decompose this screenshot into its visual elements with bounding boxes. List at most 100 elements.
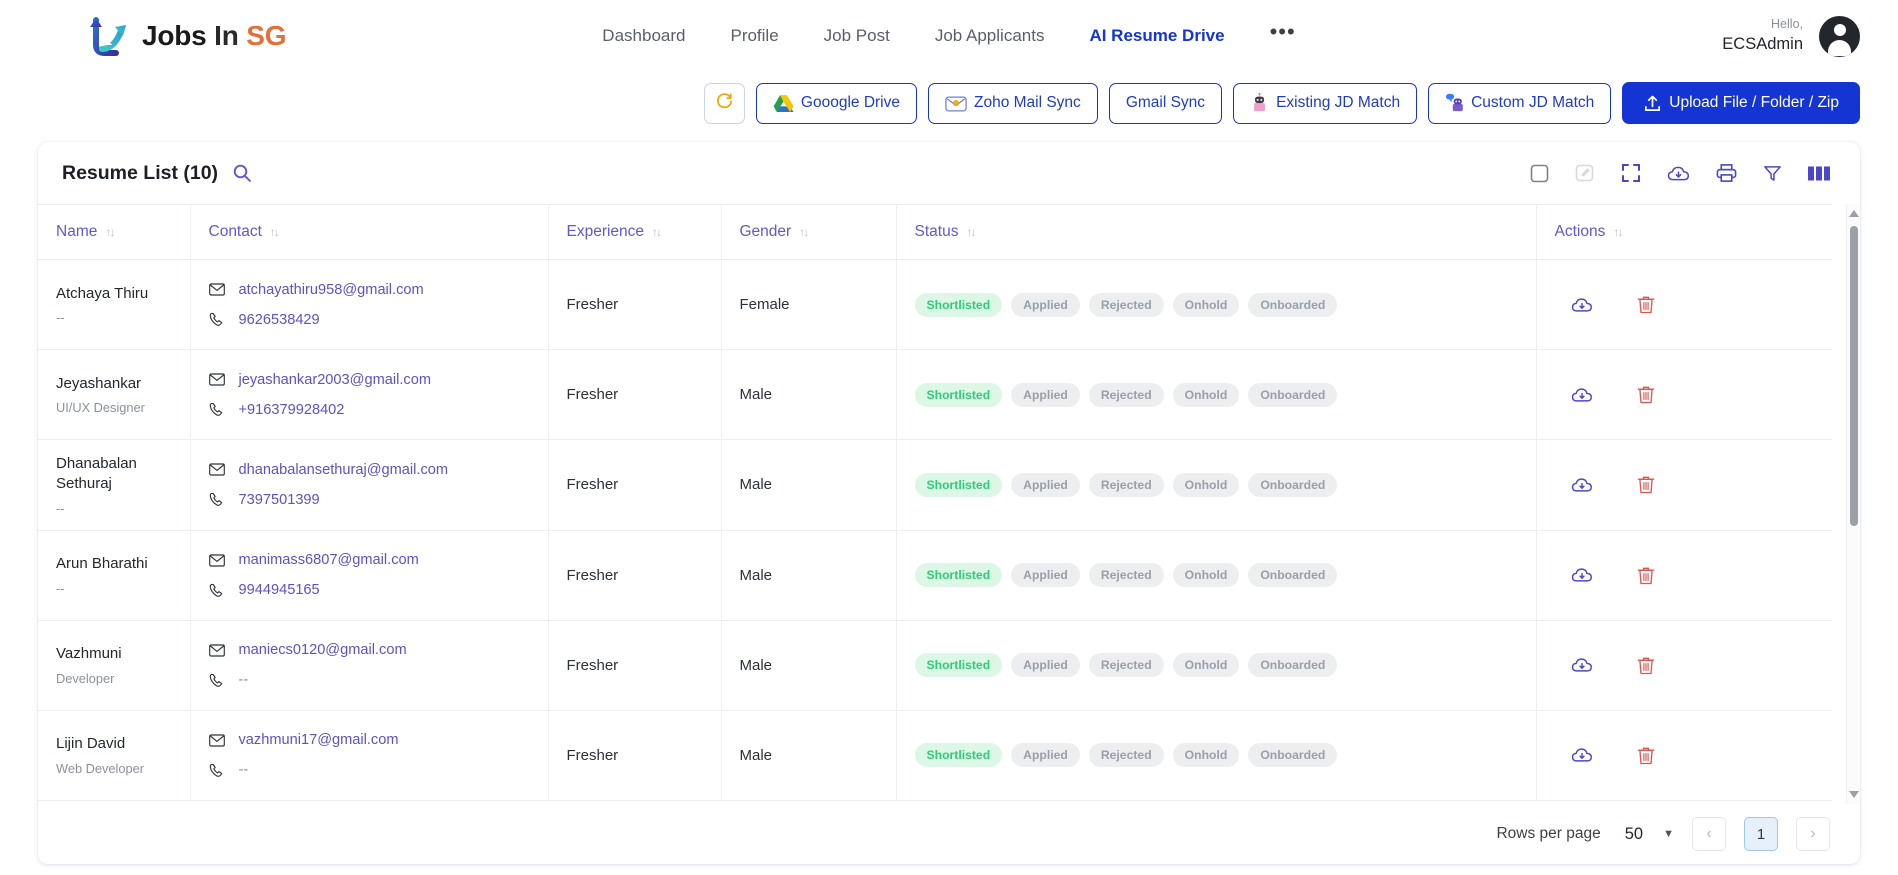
contact-email-row[interactable]: maniecs0120@gmail.com (208, 642, 530, 658)
column-header-gender[interactable]: Gender ↑↓ (721, 204, 897, 260)
cloud-download-icon[interactable] (1571, 566, 1593, 584)
status-badge-onboarded[interactable]: Onboarded (1248, 563, 1338, 587)
status-badge-onhold[interactable]: Onhold (1172, 743, 1240, 767)
contact-email-row[interactable]: dhanabalansethuraj@gmail.com (208, 461, 530, 478)
delete-icon[interactable] (1637, 656, 1655, 675)
column-header-actions[interactable]: Actions ↑↓ (1536, 204, 1832, 260)
delete-icon[interactable] (1637, 746, 1655, 765)
contact-email-row[interactable]: manimass6807@gmail.com (208, 552, 530, 568)
cloud-download-icon[interactable] (1571, 476, 1593, 494)
filter-icon[interactable] (1763, 164, 1782, 183)
status-badge-rejected[interactable]: Rejected (1088, 653, 1164, 677)
candidate-email[interactable]: jeyashankar2003@gmail.com (238, 371, 431, 388)
column-header-name[interactable]: Name ↑↓ (38, 204, 191, 260)
status-badge-onboarded[interactable]: Onboarded (1248, 292, 1338, 317)
status-badge-applied[interactable]: Applied (1011, 563, 1080, 587)
print-icon[interactable] (1716, 163, 1737, 183)
contact-phone-row[interactable]: -- (209, 762, 530, 778)
user-avatar-icon[interactable] (1819, 15, 1860, 57)
candidate-email[interactable]: manimass6807@gmail.com (238, 552, 419, 568)
status-badge-onboarded[interactable]: Onboarded (1248, 653, 1338, 677)
column-header-contact[interactable]: Contact ↑↓ (190, 204, 549, 260)
status-badge-rejected[interactable]: Rejected (1088, 292, 1164, 317)
contact-phone-row[interactable]: -- (209, 672, 530, 688)
nav-item-job-post[interactable]: Job Post (823, 26, 890, 45)
status-badge-rejected[interactable]: Rejected (1088, 382, 1164, 407)
cloud-download-icon[interactable] (1667, 164, 1690, 183)
nav-item-job-applicants[interactable]: Job Applicants (934, 26, 1045, 45)
nav-item-profile[interactable]: Profile (730, 26, 779, 45)
candidate-email[interactable]: dhanabalansethuraj@gmail.com (238, 461, 449, 478)
candidate-phone[interactable]: +916379928402 (238, 401, 345, 418)
status-badge-onhold[interactable]: Onhold (1172, 292, 1240, 317)
checkbox-icon[interactable] (1530, 164, 1549, 183)
cloud-download-icon[interactable] (1571, 656, 1593, 674)
status-badge-shortlisted[interactable]: Shortlisted (914, 563, 1003, 587)
chevron-down-icon[interactable]: ▼ (1663, 828, 1674, 840)
column-header-experience[interactable]: Experience ↑↓ (548, 204, 722, 260)
zoho-mail-sync-button[interactable]: Zoho Mail Sync (927, 82, 1098, 124)
status-badge-applied[interactable]: Applied (1011, 292, 1080, 317)
page-button-1[interactable]: 1 (1744, 817, 1778, 851)
table-row[interactable]: Vazhmuni Developer maniecs0120@gmail.com --… (38, 620, 1832, 711)
column-header-status[interactable]: Status ↑↓ (896, 204, 1537, 260)
fullscreen-icon[interactable] (1621, 163, 1641, 183)
status-badge-onboarded[interactable]: Onboarded (1248, 743, 1338, 767)
candidate-email[interactable]: vazhmuni17@gmail.com (238, 732, 399, 748)
next-page-button[interactable]: › (1796, 817, 1830, 851)
scrollbar-thumb[interactable] (1850, 226, 1858, 526)
table-row[interactable]: Jeyashankar UI/UX Designer jeyashankar2003… (38, 349, 1832, 440)
status-badge-onhold[interactable]: Onhold (1172, 563, 1240, 587)
edit-icon[interactable] (1575, 163, 1595, 183)
candidate-email[interactable]: atchayathiru958@gmail.com (238, 281, 424, 298)
status-badge-rejected[interactable]: Rejected (1088, 743, 1164, 767)
status-badge-applied[interactable]: Applied (1011, 472, 1080, 497)
status-badge-rejected[interactable]: Rejected (1088, 472, 1164, 497)
status-badge-shortlisted[interactable]: Shortlisted (914, 292, 1003, 317)
rows-per-page-value[interactable]: 50 (1624, 824, 1644, 843)
candidate-email[interactable]: maniecs0120@gmail.com (238, 642, 407, 658)
scroll-down-arrow-icon[interactable] (1849, 791, 1859, 798)
existing-jd-match-button[interactable]: Existing JD Match (1233, 82, 1418, 124)
vertical-scrollbar[interactable] (1846, 204, 1860, 804)
nav-item-dashboard[interactable]: Dashboard (602, 26, 686, 45)
contact-phone-row[interactable]: 9944945165 (209, 582, 530, 598)
status-badge-onhold[interactable]: Onhold (1172, 382, 1240, 407)
status-badge-shortlisted[interactable]: Shortlisted (914, 743, 1003, 767)
table-row[interactable]: Lijin David Web Developer vazhmuni17@gmail… (38, 710, 1832, 801)
columns-icon[interactable] (1808, 165, 1830, 182)
delete-icon[interactable] (1637, 385, 1655, 404)
candidate-phone[interactable]: 9944945165 (238, 582, 320, 598)
nav-more-icon[interactable]: ••• (1269, 19, 1296, 44)
prev-page-button[interactable]: ‹ (1692, 817, 1726, 851)
contact-phone-row[interactable]: 7397501399 (209, 492, 530, 508)
refresh-button[interactable] (703, 82, 745, 124)
candidate-phone[interactable]: 9626538429 (238, 311, 320, 328)
cloud-download-icon[interactable] (1571, 746, 1593, 764)
custom-jd-match-button[interactable]: Custom JD Match (1428, 82, 1612, 124)
status-badge-applied[interactable]: Applied (1011, 653, 1080, 677)
delete-icon[interactable] (1637, 475, 1655, 494)
upload-file-folder-zip-button[interactable]: Upload File / Folder / Zip (1622, 82, 1860, 124)
candidate-phone[interactable]: -- (238, 762, 249, 778)
contact-phone-row[interactable]: +916379928402 (209, 402, 530, 418)
contact-phone-row[interactable]: 9626538429 (209, 312, 530, 328)
status-badge-shortlisted[interactable]: Shortlisted (914, 382, 1003, 407)
delete-icon[interactable] (1637, 566, 1655, 585)
status-badge-rejected[interactable]: Rejected (1088, 563, 1164, 587)
status-badge-applied[interactable]: Applied (1011, 743, 1080, 767)
brand-logo-block[interactable]: Jobs In SG (86, 15, 286, 57)
cloud-download-icon[interactable] (1571, 386, 1593, 404)
nav-item-ai-resume-drive[interactable]: AI Resume Drive (1089, 26, 1225, 45)
status-badge-shortlisted[interactable]: Shortlisted (914, 472, 1003, 497)
search-icon[interactable] (232, 163, 252, 183)
scroll-up-arrow-icon[interactable] (1849, 210, 1859, 217)
candidate-phone[interactable]: 7397501399 (238, 491, 320, 508)
table-row[interactable]: Arun Bharathi -- manimass6807@gmail.com 994… (38, 530, 1832, 621)
status-badge-onhold[interactable]: Onhold (1172, 653, 1240, 677)
user-profile-block[interactable]: Hello, ECSAdmin (1722, 15, 1860, 57)
contact-email-row[interactable]: vazhmuni17@gmail.com (208, 732, 530, 748)
status-badge-onboarded[interactable]: Onboarded (1248, 472, 1338, 497)
status-badge-onhold[interactable]: Onhold (1172, 472, 1240, 497)
status-badge-shortlisted[interactable]: Shortlisted (914, 653, 1003, 677)
